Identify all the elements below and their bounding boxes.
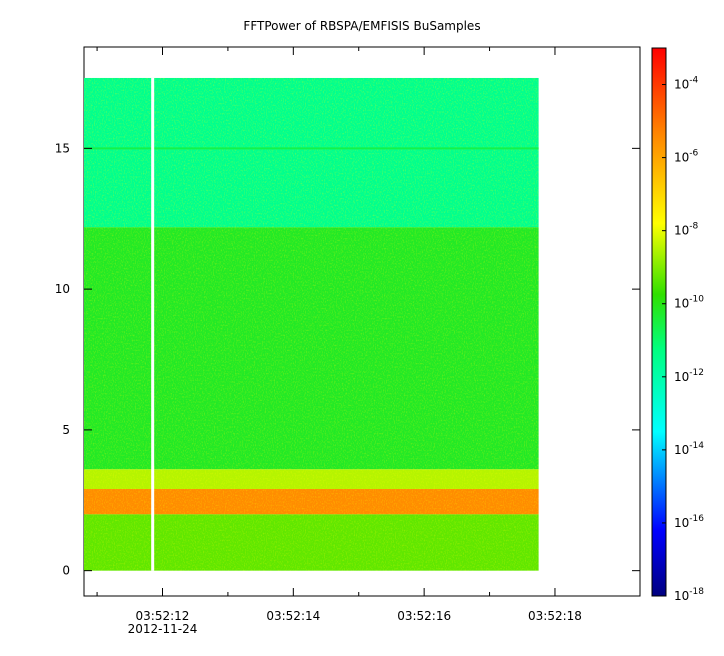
frequency-band-texture-4 bbox=[84, 514, 539, 571]
x-tick-label-3: 03:52:18 bbox=[528, 609, 582, 623]
colorbar-tick-label--8: 10-8 bbox=[674, 222, 699, 238]
colorbar-tick-label--12: 10-12 bbox=[674, 368, 704, 384]
frequency-band-texture-1 bbox=[84, 227, 539, 470]
frequency-band-texture-0 bbox=[84, 77, 539, 228]
frequency-band-texture-2 bbox=[84, 469, 539, 490]
colorbar-tick-label--16: 10-16 bbox=[674, 514, 704, 530]
chart-title: FFTPower of RBSPA/EMFISIS BuSamples bbox=[243, 19, 480, 33]
colorbar-tick-label--6: 10-6 bbox=[674, 149, 699, 165]
y-tick-label-15: 15 bbox=[55, 141, 70, 155]
colorbar-tick-label--18: 10-18 bbox=[674, 587, 704, 603]
colorbar-frame bbox=[651, 47, 667, 597]
y-tick-label-0: 0 bbox=[62, 564, 70, 578]
colorbar: 10-4 10-6 10-8 10-10 10-12 10-14 10-16 10-18 bbox=[651, 47, 704, 603]
x-tick-date-label: 2012-11-24 bbox=[128, 622, 198, 636]
colorbar-tick-label--10: 10-10 bbox=[674, 295, 704, 311]
x-tick-label-2: 03:52:16 bbox=[397, 609, 451, 623]
x-tick-label-0: 03:52:12 bbox=[136, 609, 190, 623]
x-tick-label-1: 03:52:14 bbox=[266, 609, 320, 623]
colorbar-tick-label--4: 10-4 bbox=[674, 76, 699, 92]
y-tick-label-10: 10 bbox=[55, 282, 70, 296]
colorbar-tick-label--14: 10-14 bbox=[674, 441, 704, 457]
y-tick-label-5: 5 bbox=[62, 423, 70, 437]
colorbar-fill bbox=[652, 48, 666, 596]
frequency-band-texture-3 bbox=[84, 489, 539, 515]
data-gap bbox=[151, 77, 155, 571]
